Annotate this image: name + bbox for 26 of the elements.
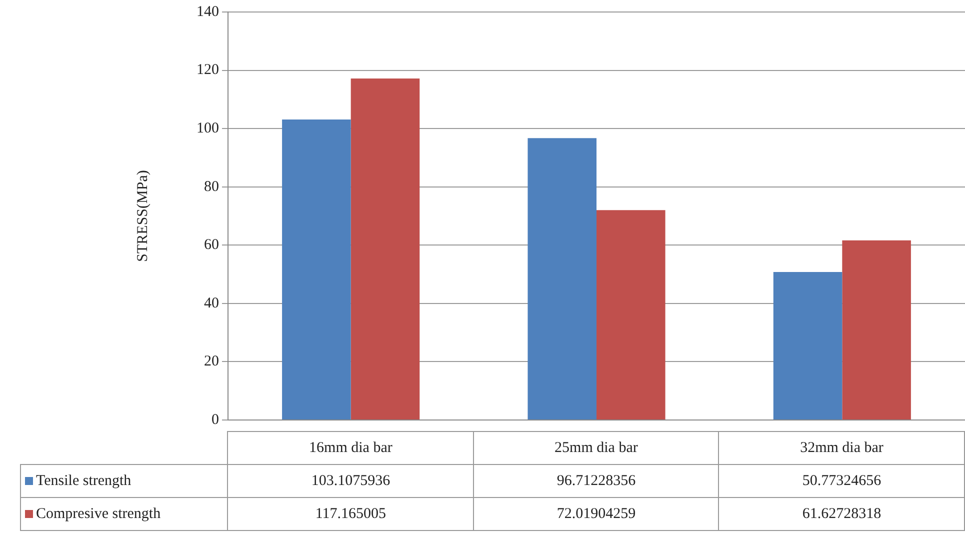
y-tick-label: 140 xyxy=(196,4,219,20)
bar xyxy=(350,78,420,420)
y-tick-label: 40 xyxy=(204,295,219,312)
y-tick-label: 120 xyxy=(196,62,219,78)
y-tick-label: 0 xyxy=(212,412,219,428)
data-label: 72.01904259 xyxy=(473,498,719,530)
y-tick-label: 80 xyxy=(204,178,219,195)
x-tick-label: 16mm dia bar xyxy=(228,432,474,464)
data-label: 96.71228356 xyxy=(473,464,719,498)
y-tick-label: 100 xyxy=(196,120,219,137)
data-label: 117.165005 xyxy=(228,498,474,530)
bar xyxy=(842,240,911,420)
bar xyxy=(773,272,842,420)
data-label: 103.1075936 xyxy=(228,464,474,498)
y-tick-label: 20 xyxy=(204,354,219,370)
bar xyxy=(282,120,351,420)
bar xyxy=(528,138,596,420)
y-axis-title: STRESS(MPa) xyxy=(134,170,151,262)
data-label: 61.62728318 xyxy=(718,498,964,530)
y-tick-label: 60 xyxy=(204,237,219,254)
x-tick-label: 25mm dia bar xyxy=(473,432,719,464)
legend-label: Compresive strength xyxy=(20,498,228,530)
x-tick-label: 32mm dia bar xyxy=(718,432,964,464)
bar xyxy=(596,210,666,420)
legend-label: Tensile strength xyxy=(20,464,228,498)
data-label: 50.77324656 xyxy=(718,464,964,498)
